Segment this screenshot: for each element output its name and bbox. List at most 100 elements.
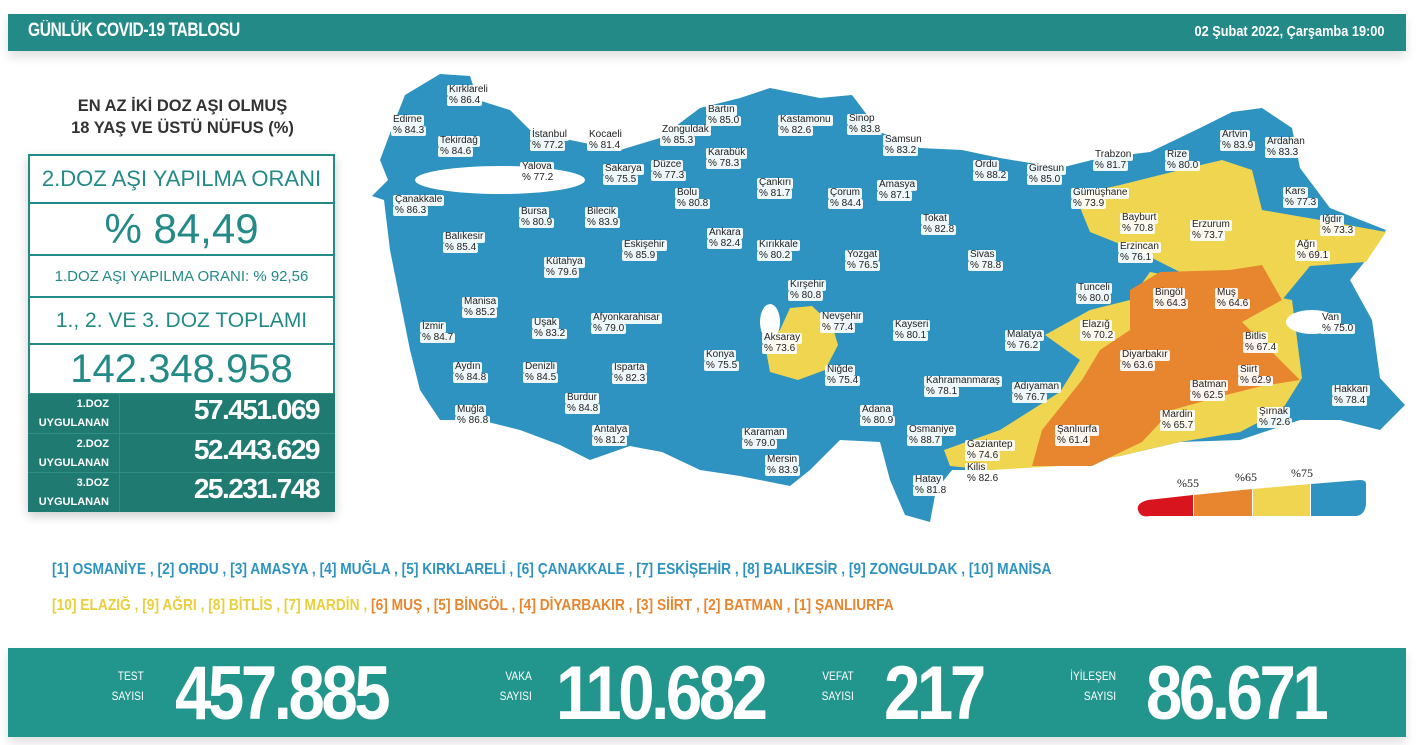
province-name: Samsun: [883, 134, 924, 146]
province-value: % 86.4: [447, 94, 483, 106]
province-value: % 80.9: [519, 216, 555, 228]
province-value: % 75.0: [1320, 322, 1356, 334]
province-value: % 73.3: [1320, 224, 1356, 236]
province-label: Sakarya% 75.5: [603, 163, 644, 185]
province-label: Giresun% 85.0: [1027, 163, 1067, 185]
province-label: Şanlıurfa% 61.4: [1055, 424, 1100, 446]
province-name: Şırnak: [1257, 406, 1290, 418]
province-name: Şanlıurfa: [1055, 424, 1100, 436]
province-label: Bursa% 80.9: [519, 206, 555, 228]
province-value: % 69.1: [1295, 249, 1331, 261]
province-value: % 62.5: [1190, 389, 1226, 401]
province-value: % 85.4: [443, 241, 479, 253]
province-name: Antalya: [592, 424, 630, 436]
province-value: % 87.1: [877, 189, 913, 201]
province-value: % 78.8: [968, 259, 1004, 271]
province-name: Yozgat: [845, 249, 880, 261]
turkey-vaccination-map: [372, 74, 1405, 522]
province-value: % 80.8: [675, 197, 711, 209]
province-label: Konya% 75.5: [704, 349, 740, 371]
vaccine-panel: 2.DOZ AŞI YAPILMA ORANI % 84,49 1.DOZ AŞ…: [28, 154, 335, 512]
province-name: Kocaeli: [587, 129, 624, 141]
dose-label: 3.DOZ UYGULANAN: [28, 473, 120, 512]
total-label: 1., 2. VE 3. DOZ TOPLAMI: [28, 296, 335, 343]
province-value: % 82.6: [965, 472, 1001, 484]
province-label: Rize% 80.0: [1165, 149, 1201, 171]
province-value: % 76.1: [1118, 251, 1154, 263]
province-value: % 77.3: [1283, 196, 1319, 208]
province-name: Ankara: [707, 227, 743, 239]
province-name: Adıyaman: [1012, 381, 1062, 393]
province-value: % 88.2: [973, 169, 1009, 181]
total-value: 142.348.958: [28, 343, 335, 393]
province-name: Tunceli: [1076, 282, 1112, 294]
province-label: Zonguldak% 85.3: [660, 124, 711, 146]
title-line-2: 18 YAŞ VE ÜSTÜ NÜFUS (%): [71, 119, 294, 137]
province-label: Kars% 77.3: [1283, 186, 1319, 208]
province-name: Iğdır: [1320, 214, 1345, 226]
province-label: İzmir% 84.7: [420, 321, 456, 343]
province-value: % 80.0: [1165, 159, 1201, 171]
province-name: Osmaniye: [907, 424, 957, 436]
province-label: Nevşehir% 77.4: [820, 311, 864, 333]
province-label: Elazığ% 70.2: [1080, 319, 1116, 341]
province-name: Karabük: [706, 147, 748, 159]
province-name: Elazığ: [1080, 319, 1112, 331]
province-label: Sivas% 78.8: [968, 249, 1004, 271]
province-name: Giresun: [1027, 163, 1067, 175]
province-name: Artvin: [1220, 129, 1250, 141]
province-value: % 86.3: [393, 204, 429, 216]
province-value: % 61.4: [1055, 434, 1091, 446]
death-value: 217: [884, 651, 986, 736]
province-name: Kilis: [965, 462, 988, 474]
province-label: Gümüşhane% 73.9: [1071, 187, 1130, 209]
province-name: Bilecik: [585, 206, 618, 218]
province-value: % 81.8: [913, 484, 949, 496]
province-value: % 65.7: [1160, 419, 1196, 431]
province-label: Düzce% 77.3: [651, 159, 687, 181]
dose1-rate: 1.DOZ AŞI YAPILMA ORANI: % 92,56: [28, 254, 335, 296]
province-label: Hakkari% 78.4: [1332, 384, 1370, 406]
dose2-rate-label: 2.DOZ AŞI YAPILMA ORANI: [28, 154, 335, 202]
case-value: 110.682: [556, 651, 768, 736]
test-label: TEST SAYISI: [111, 669, 144, 703]
province-label: Eskişehir% 85.9: [622, 239, 667, 261]
province-value: % 83.9: [1220, 139, 1256, 151]
province-label: Balıkesir% 85.4: [443, 231, 486, 253]
province-label: Edirne% 84.3: [391, 114, 427, 136]
province-label: Kayseri% 80.1: [893, 319, 931, 341]
province-name: Bursa: [519, 206, 550, 218]
province-value: % 75.5: [603, 173, 639, 185]
province-value: % 85.3: [660, 134, 696, 146]
case-label: VAKA SAYISI: [499, 669, 532, 703]
province-name: Uşak: [532, 317, 559, 329]
province-label: Karaman% 79.0: [742, 427, 787, 449]
province-value: % 62.9: [1238, 374, 1274, 386]
death-label: VEFAT SAYISI: [821, 669, 854, 703]
province-value: % 80.2: [757, 249, 793, 261]
province-label: Sinop% 83.8: [847, 113, 883, 135]
dose-row: 2.DOZ UYGULANAN 52.443.629: [28, 432, 335, 472]
legend-bar-blue: [1311, 480, 1367, 516]
province-name: Ağrı: [1295, 239, 1318, 251]
bottom-ranking-orange: [6] MUŞ , [5] BİNGÖL , [4] DİYARBAKIR , …: [367, 597, 894, 614]
province-label: Ordu% 88.2: [973, 159, 1009, 181]
province-name: Eskişehir: [622, 239, 667, 251]
province-label: Aydın% 84.8: [453, 361, 489, 383]
province-label: Kilis% 82.6: [965, 462, 1001, 484]
province-value: % 78.4: [1332, 394, 1368, 406]
province-name: Sivas: [968, 249, 997, 261]
dose-label: 2.DOZ UYGULANAN: [28, 433, 120, 472]
province-name: Amasya: [877, 179, 918, 191]
province-value: % 63.6: [1120, 359, 1156, 371]
province-name: Muş: [1215, 287, 1238, 299]
province-label: Adana% 80.9: [860, 404, 896, 426]
province-value: % 77.2: [520, 171, 556, 183]
province-value: % 72.6: [1257, 416, 1293, 428]
province-label: Adıyaman% 76.7: [1012, 381, 1062, 403]
legend-bar-orange: [1194, 489, 1252, 516]
province-name: Kırklareli: [447, 84, 490, 96]
province-name: İstanbul: [530, 129, 570, 141]
province-label: Bitlis% 67.4: [1243, 331, 1279, 353]
province-name: Bingöl: [1153, 287, 1185, 299]
